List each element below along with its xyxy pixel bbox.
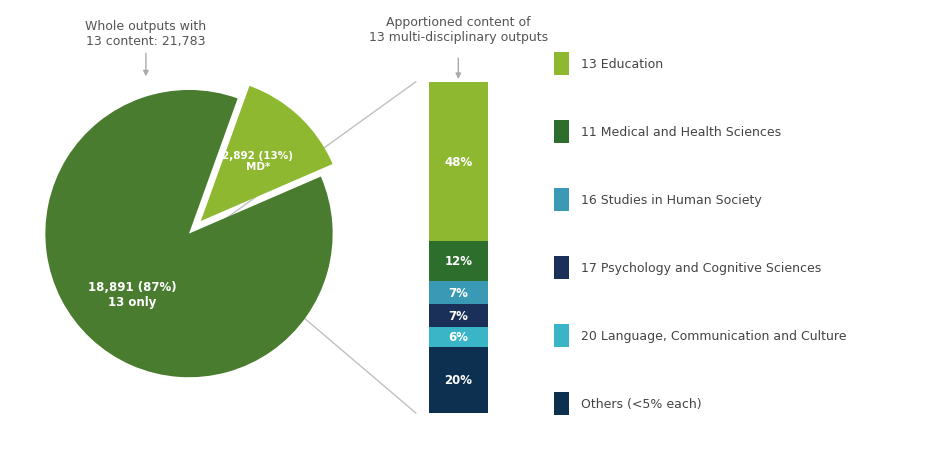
Text: 16 Studies in Human Society: 16 Studies in Human Society xyxy=(580,194,761,207)
Bar xyxy=(553,53,568,76)
Bar xyxy=(428,281,487,304)
Text: 17 Psychology and Cognitive Sciences: 17 Psychology and Cognitive Sciences xyxy=(580,262,820,274)
Bar xyxy=(428,304,487,327)
Bar xyxy=(428,83,487,241)
Bar xyxy=(553,121,568,143)
Bar xyxy=(553,257,568,279)
Text: 20%: 20% xyxy=(444,374,472,386)
Text: 18,891 (87%)
13 only: 18,891 (87%) 13 only xyxy=(88,281,177,308)
Text: 6%: 6% xyxy=(447,330,468,344)
Bar xyxy=(428,347,487,413)
Text: 48%: 48% xyxy=(444,156,472,168)
Text: 11 Medical and Health Sciences: 11 Medical and Health Sciences xyxy=(580,126,780,139)
Bar xyxy=(553,189,568,211)
Wedge shape xyxy=(45,91,332,377)
Text: 7%: 7% xyxy=(447,286,468,299)
Text: Others (<5% each): Others (<5% each) xyxy=(580,397,700,410)
Text: 2,892 (13%)
MD*: 2,892 (13%) MD* xyxy=(222,150,293,172)
Bar xyxy=(428,241,487,281)
Bar xyxy=(553,325,568,347)
Text: Whole outputs with
13 content: 21,783: Whole outputs with 13 content: 21,783 xyxy=(85,20,206,48)
Bar xyxy=(553,392,568,415)
Text: 7%: 7% xyxy=(447,309,468,322)
Wedge shape xyxy=(200,87,332,222)
Text: 12%: 12% xyxy=(444,255,472,268)
Text: Apportioned content of
13 multi-disciplinary outputs: Apportioned content of 13 multi-discipli… xyxy=(368,16,548,44)
Bar xyxy=(428,327,487,347)
Text: 13 Education: 13 Education xyxy=(580,58,662,71)
Text: 20 Language, Communication and Culture: 20 Language, Communication and Culture xyxy=(580,330,845,342)
